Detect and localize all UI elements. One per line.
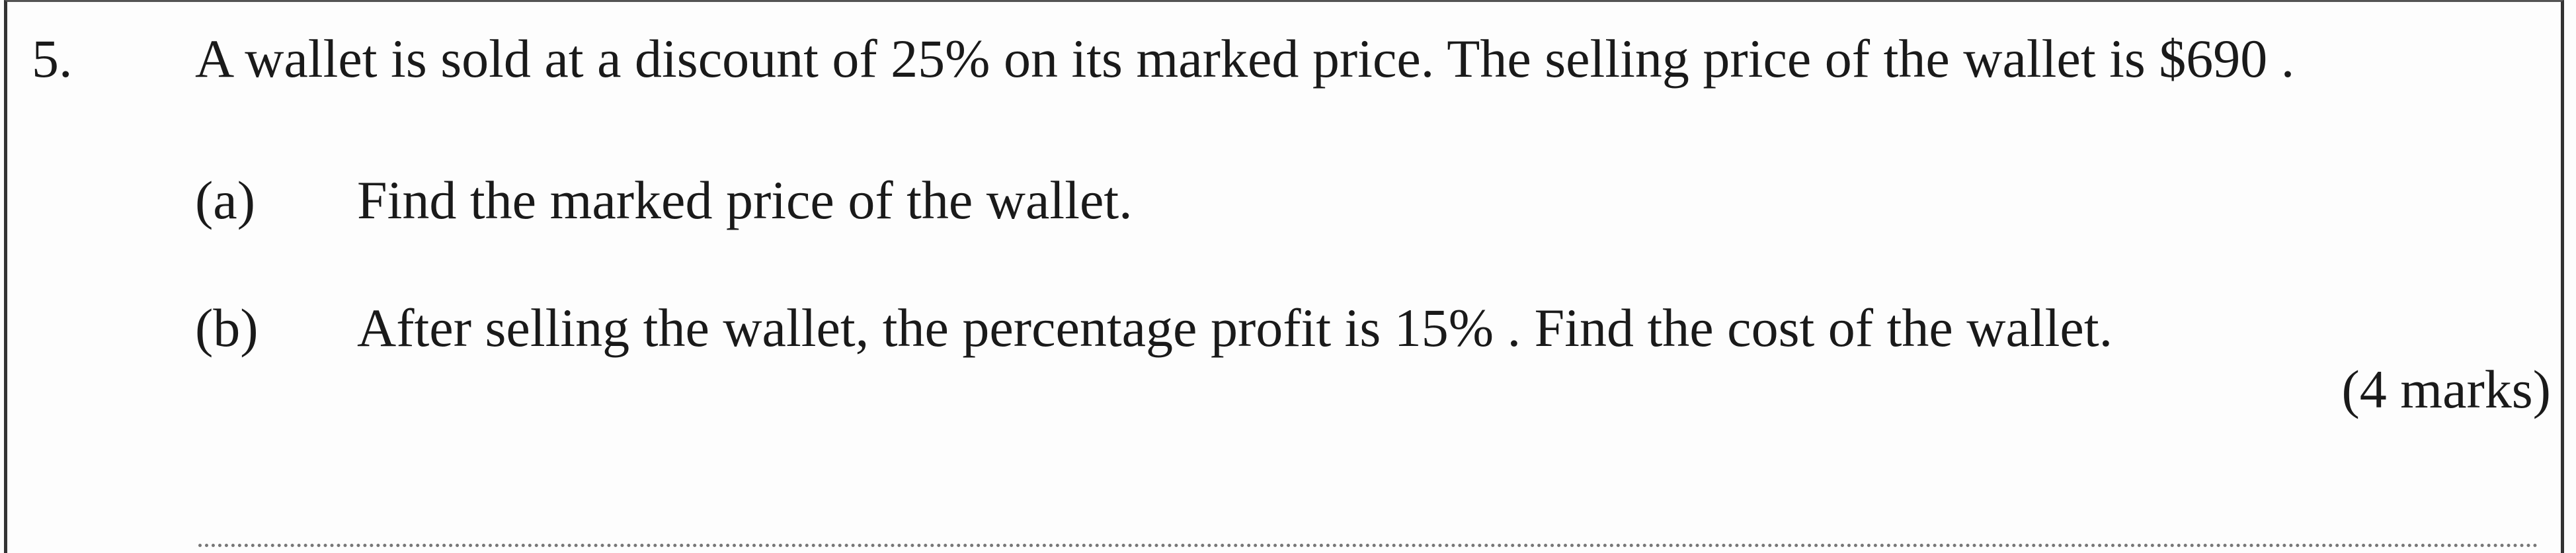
marks-allocation: (4 marks) (2341, 359, 2551, 419)
question-number: 5. (32, 28, 73, 89)
answer-line[interactable] (198, 544, 2539, 547)
part-a-label: (a) (195, 170, 256, 230)
part-a-text: Find the marked price of the wallet. (357, 170, 1133, 230)
question-stem: A wallet is sold at a discount of 25% on… (195, 28, 2295, 89)
part-b-label: (b) (195, 298, 259, 358)
question-frame (4, 0, 2564, 553)
part-b-text: After selling the wallet, the percentage… (357, 298, 2113, 358)
